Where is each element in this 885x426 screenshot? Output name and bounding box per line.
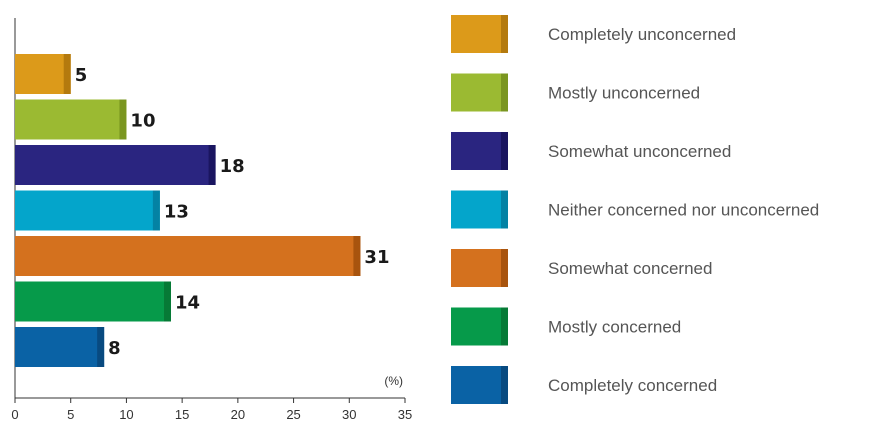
- bar: [15, 145, 216, 185]
- legend-swatch: [451, 249, 508, 287]
- unit-label: (%): [384, 374, 403, 388]
- bar-shade: [353, 236, 361, 276]
- bar-value-label: 13: [164, 202, 189, 223]
- bar-value-label: 14: [175, 293, 200, 314]
- legend-label: Mostly concerned: [548, 318, 681, 337]
- legend-item: Completely unconcerned: [451, 15, 736, 53]
- legend-item: Mostly concerned: [451, 307, 681, 346]
- x-tick-label: 5: [67, 407, 74, 422]
- x-tick-label: 35: [398, 407, 412, 422]
- bar-value-label: 18: [220, 156, 245, 177]
- legend-swatch: [451, 307, 508, 346]
- legend-swatch-shade: [501, 190, 508, 229]
- legend-swatch-shade: [501, 307, 508, 346]
- legend-swatch-shade: [501, 366, 508, 404]
- legend-swatch-shade: [501, 73, 508, 112]
- bar-shade: [119, 99, 127, 140]
- bars: 5 10 18 13 31 14 8: [15, 54, 389, 367]
- bar-shade: [208, 145, 216, 185]
- bar-group: 18: [15, 145, 245, 185]
- legend-label: Somewhat concerned: [548, 259, 712, 278]
- x-tick-label: 25: [286, 407, 300, 422]
- legend-swatch-shade: [501, 15, 508, 53]
- legend-label: Completely unconcerned: [548, 25, 736, 44]
- bar: [15, 236, 361, 276]
- bar-shade: [63, 54, 71, 94]
- legend-swatch: [451, 366, 508, 404]
- bar-value-label: 8: [108, 338, 121, 359]
- x-tick-label: 30: [342, 407, 356, 422]
- legend-item: Mostly unconcerned: [451, 73, 700, 112]
- bar-shade: [164, 281, 171, 322]
- bar-value-label: 5: [75, 65, 88, 86]
- legend-swatch-shade: [501, 249, 508, 287]
- legend-item: Somewhat unconcerned: [451, 132, 731, 170]
- legend-label: Somewhat unconcerned: [548, 142, 731, 161]
- bar-group: 14: [15, 281, 200, 322]
- legend-swatch-shade: [501, 132, 508, 170]
- bar: [15, 190, 160, 231]
- legend-swatch: [451, 73, 508, 112]
- legend-item: Completely concerned: [451, 366, 717, 404]
- legend-swatch: [451, 190, 508, 229]
- bar: [15, 327, 105, 367]
- bar: [15, 54, 71, 94]
- bar-group: 13: [15, 190, 189, 231]
- bar: [15, 281, 171, 322]
- legend-swatch: [451, 132, 508, 170]
- bar-group: 8: [15, 327, 121, 367]
- bar-group: 31: [15, 236, 389, 276]
- x-tick-label: 10: [119, 407, 133, 422]
- x-tick-label: 0: [11, 407, 18, 422]
- axes: 0 5 10 15 20 25 30 35 (%): [11, 18, 412, 422]
- x-tick-label: 20: [231, 407, 245, 422]
- x-tick-label: 15: [175, 407, 189, 422]
- bar-value-label: 31: [364, 247, 389, 268]
- legend-label: Neither concerned nor unconcerned: [548, 201, 819, 220]
- bar-group: 5: [15, 54, 87, 94]
- legend-swatch: [451, 15, 508, 53]
- bar-value-label: 10: [130, 111, 155, 132]
- bar-shade: [97, 327, 105, 367]
- legend: Completely unconcerned Mostly unconcerned…: [451, 15, 819, 404]
- bar: [15, 99, 127, 140]
- legend-label: Mostly unconcerned: [548, 84, 700, 103]
- legend-item: Somewhat concerned: [451, 249, 712, 287]
- bar-shade: [152, 190, 160, 231]
- legend-label: Completely concerned: [548, 376, 717, 395]
- bar-group: 10: [15, 99, 155, 140]
- legend-item: Neither concerned nor unconcerned: [451, 190, 819, 229]
